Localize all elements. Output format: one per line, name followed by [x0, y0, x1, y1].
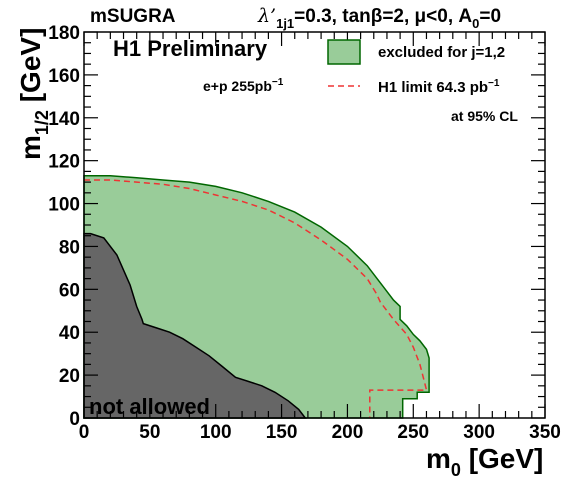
y-tick-label: 100 [48, 195, 80, 216]
lumi-label: e+p 255pb−1 [203, 77, 284, 94]
y-tick-label: 160 [48, 66, 80, 87]
not-allowed-label: not allowed [89, 394, 210, 419]
x-tick-label: 250 [397, 422, 429, 443]
y-tick-label: 20 [59, 366, 80, 387]
x-tick-label: 150 [266, 422, 298, 443]
x-tick-labels: 0 50 100 150 200 250 300 350 [79, 422, 561, 443]
header-a-sub: 0 [472, 16, 479, 31]
legend-excluded-swatch [327, 39, 361, 65]
x-axis-sub: 0 [451, 460, 461, 480]
x-tick-label: 100 [200, 422, 232, 443]
plot-frame [83, 31, 546, 419]
y-tick-label: 140 [48, 109, 80, 130]
x-axis-unit: [GeV] [461, 443, 543, 474]
y-axis-main: m [15, 135, 46, 160]
y-axis-sub: 1/2 [32, 110, 52, 135]
header-lambda: λ’ [257, 5, 276, 27]
y-tick-label: 80 [59, 237, 80, 258]
chart-title: H1 Preliminary [113, 36, 268, 61]
y-tick-label: 0 [69, 409, 80, 430]
y-axis-unit: [GeV] [15, 28, 46, 110]
x-tick-label: 300 [463, 422, 495, 443]
legend-limit-text: H1 limit 64.3 pb [378, 79, 488, 96]
x-tick-label: 0 [79, 422, 90, 443]
y-axis-title: m1/2 [GeV] [15, 28, 52, 160]
x-tick-label: 50 [139, 422, 160, 443]
header-lambda-sub: 1j1 [276, 16, 294, 31]
x-axis-main: m [426, 443, 451, 474]
h1-limit-line [84, 179, 428, 418]
x-tick-label: 200 [332, 422, 364, 443]
y-tick-labels: 0 20 40 60 80 100 120 140 160 180 [48, 23, 80, 430]
header-a-val: =0 [479, 6, 501, 27]
cl-label: at 95% CL [451, 108, 518, 124]
lumi-sup: −1 [272, 77, 284, 88]
x-axis-title: m0 [GeV] [426, 443, 543, 480]
y-tick-label: 40 [59, 323, 80, 344]
header-parameters: λ’1j1=0.3, tanβ=2, μ<0, A0=0 [257, 5, 501, 31]
legend-limit-sup: −1 [488, 78, 500, 89]
not-allowed-region-area [83, 232, 307, 419]
legend-excluded-label: excluded for j=1,2 [378, 44, 505, 61]
x-tick-label: 350 [529, 422, 561, 443]
y-tick-label: 60 [59, 280, 80, 301]
y-tick-label: 120 [48, 152, 80, 173]
header-params: =0.3, tanβ=2, μ<0, A [294, 6, 472, 27]
lumi-text: e+p 255pb [203, 78, 272, 94]
legend-limit-label: H1 limit 64.3 pb−1 [378, 78, 500, 96]
y-tick-label: 180 [48, 23, 80, 44]
header-model: mSUGRA [90, 6, 176, 27]
